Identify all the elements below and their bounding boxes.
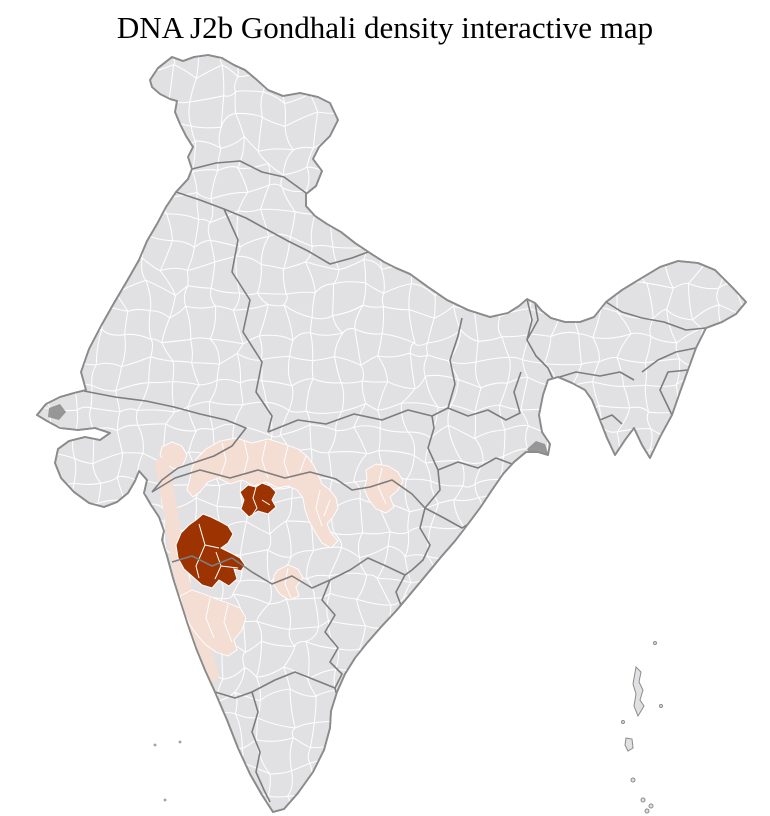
district-region-low[interactable]: [162, 465, 212, 675]
district-borders-high: [196, 487, 270, 579]
page-title: DNA J2b Gondhali density interactive map: [116, 10, 654, 45]
andaman-nicobar-islands: [622, 642, 663, 814]
district-cluster-high-west[interactable]: [176, 514, 245, 588]
sundarbans-delta: [527, 441, 549, 481]
district-region-low[interactable]: [364, 464, 403, 513]
district-borders-low: [206, 440, 386, 642]
district-region-low[interactable]: [180, 590, 246, 656]
high-density-districts: [159, 483, 276, 588]
state-borders: [84, 161, 706, 802]
coastline: [37, 55, 746, 812]
district-region-low[interactable]: [273, 565, 303, 600]
kutch-marsh: [48, 404, 66, 420]
district-cluster-high-north[interactable]: [240, 483, 276, 517]
district-region-low[interactable]: [187, 438, 338, 548]
coastal-lagoon-dot: [480, 510, 484, 514]
lakshadweep-islands: [154, 741, 181, 801]
